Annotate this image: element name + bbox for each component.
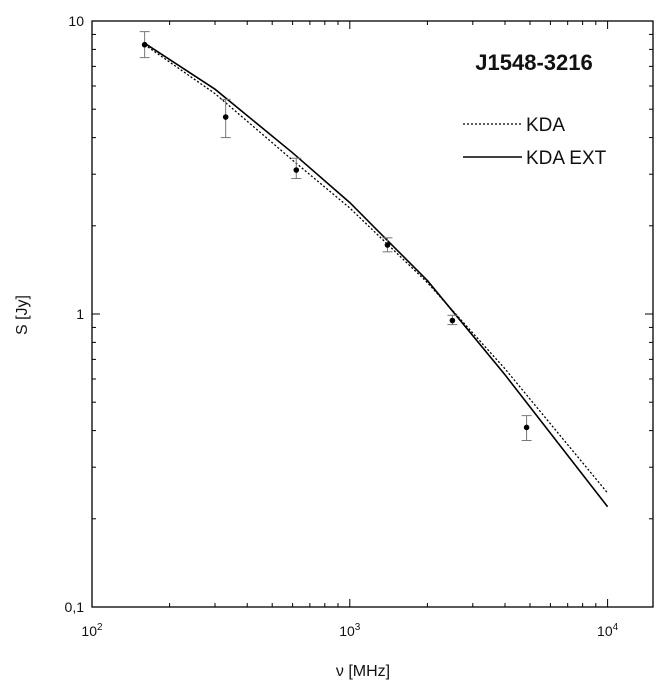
data-marker (293, 167, 300, 173)
y-tick-label: 10 (68, 13, 84, 29)
data-marker (141, 41, 148, 48)
chart-title: J1548-3216 (475, 50, 592, 75)
x-axis-title: ν [MHz] (336, 663, 390, 680)
data-marker (222, 114, 229, 120)
x-tick-label: 104 (597, 622, 619, 639)
data-point (220, 98, 231, 139)
data-point (382, 237, 393, 253)
plot-frame (91, 20, 654, 608)
y-tick-label: 1 (76, 306, 84, 322)
data-marker (449, 317, 456, 324)
series-line-kda (144, 44, 609, 494)
data-point (291, 157, 302, 180)
data-point (521, 415, 532, 442)
y-axis-title: S [Jy] (14, 295, 31, 335)
legend: KDA KDA EXT (463, 115, 607, 169)
x-tick-label: 103 (339, 622, 361, 639)
data-marker (384, 242, 391, 248)
data-point (139, 31, 150, 59)
y-tick-label: 0,1 (65, 599, 85, 615)
data-marker (523, 424, 530, 431)
data-point (447, 314, 458, 326)
series-line-kda-ext (144, 42, 609, 508)
legend-label: KDA (526, 115, 565, 136)
legend-label: KDA EXT (526, 148, 607, 169)
x-tick-label: 102 (81, 622, 103, 639)
